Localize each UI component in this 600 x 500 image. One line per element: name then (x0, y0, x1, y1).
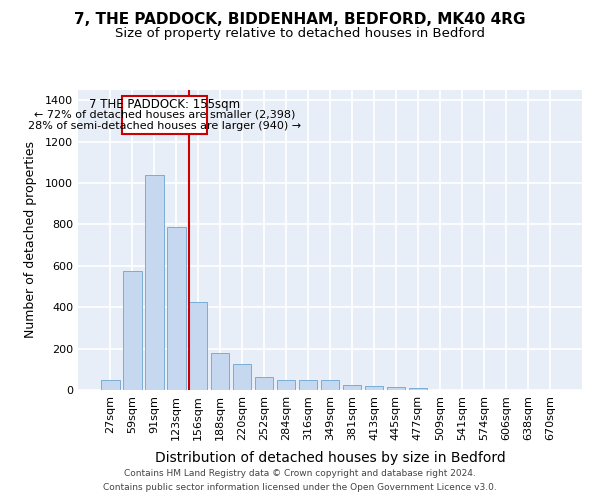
Bar (365, 386, 383, 390)
Text: Contains public sector information licensed under the Open Government Licence v3: Contains public sector information licen… (103, 484, 497, 492)
Bar (343, 385, 361, 390)
Bar (211, 353, 229, 390)
Text: 28% of semi-detached houses are larger (940) →: 28% of semi-detached houses are larger (… (28, 121, 301, 131)
X-axis label: Distribution of detached houses by size in Bedford: Distribution of detached houses by size … (155, 451, 505, 465)
Bar (233, 364, 251, 390)
Bar (123, 271, 142, 390)
Text: 7 THE PADDOCK: 155sqm: 7 THE PADDOCK: 155sqm (89, 98, 240, 112)
Text: 7, THE PADDOCK, BIDDENHAM, BEDFORD, MK40 4RG: 7, THE PADDOCK, BIDDENHAM, BEDFORD, MK40… (74, 12, 526, 28)
FancyBboxPatch shape (122, 96, 207, 134)
Bar (167, 226, 185, 390)
Bar (189, 302, 208, 390)
Bar (409, 388, 427, 390)
Text: Size of property relative to detached houses in Bedford: Size of property relative to detached ho… (115, 28, 485, 40)
Bar (386, 388, 405, 390)
Bar (277, 380, 295, 390)
Bar (145, 175, 164, 390)
Bar (255, 376, 274, 390)
Text: ← 72% of detached houses are smaller (2,398): ← 72% of detached houses are smaller (2,… (34, 110, 295, 120)
Bar (299, 380, 317, 390)
Bar (320, 380, 340, 390)
Text: Contains HM Land Registry data © Crown copyright and database right 2024.: Contains HM Land Registry data © Crown c… (124, 468, 476, 477)
Y-axis label: Number of detached properties: Number of detached properties (23, 142, 37, 338)
Bar (101, 380, 119, 390)
